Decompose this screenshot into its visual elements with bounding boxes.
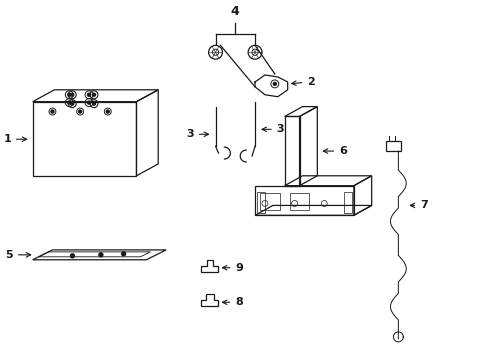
Circle shape [87, 101, 90, 104]
Bar [257, 192, 264, 213]
Circle shape [68, 101, 71, 104]
Circle shape [87, 93, 90, 96]
Text: 2: 2 [291, 77, 315, 87]
Text: 4: 4 [230, 5, 239, 18]
Text: 5: 5 [5, 250, 31, 260]
Text: 6: 6 [323, 146, 346, 156]
Circle shape [71, 93, 74, 96]
Circle shape [92, 102, 95, 105]
Text: 8: 8 [222, 297, 243, 307]
Circle shape [70, 254, 74, 258]
Circle shape [92, 93, 95, 96]
Circle shape [122, 252, 125, 256]
Text: 3: 3 [186, 129, 208, 139]
Bar [289, 193, 309, 210]
Text: 3: 3 [262, 124, 284, 134]
Bar [343, 192, 351, 213]
Circle shape [79, 110, 81, 113]
Text: 9: 9 [222, 263, 243, 273]
Circle shape [51, 110, 54, 113]
Bar [385, 141, 401, 151]
Circle shape [273, 82, 276, 85]
Circle shape [106, 110, 109, 113]
Circle shape [99, 253, 102, 257]
Text: 1: 1 [3, 134, 27, 144]
Text: 7: 7 [409, 201, 427, 211]
Circle shape [71, 102, 74, 105]
Bar [260, 193, 279, 210]
Circle shape [68, 93, 71, 96]
